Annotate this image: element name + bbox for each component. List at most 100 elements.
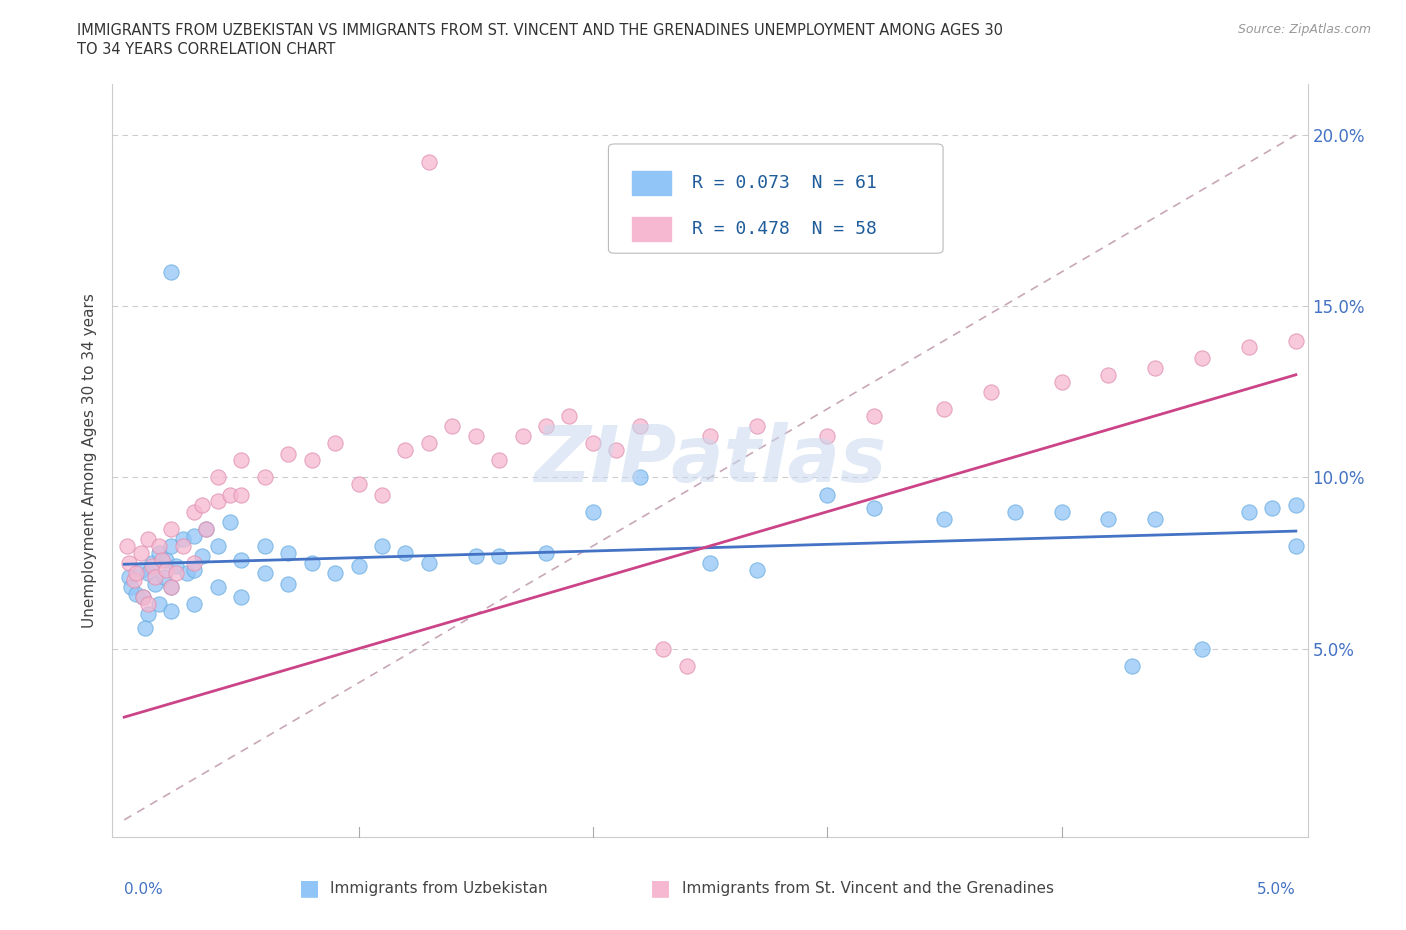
Point xyxy=(980,384,1002,399)
Point xyxy=(488,453,510,468)
Point xyxy=(231,552,253,567)
Point xyxy=(1237,504,1260,519)
Point xyxy=(347,559,370,574)
Point xyxy=(134,620,156,635)
Text: Immigrants from St. Vincent and the Grenadines: Immigrants from St. Vincent and the Gren… xyxy=(682,881,1054,896)
Point xyxy=(815,487,838,502)
Point xyxy=(218,514,240,529)
Point xyxy=(183,555,205,570)
Point xyxy=(136,597,159,612)
Point xyxy=(1191,642,1213,657)
Point xyxy=(1121,658,1143,673)
FancyBboxPatch shape xyxy=(609,144,943,253)
Point xyxy=(1050,374,1073,389)
Point xyxy=(231,453,253,468)
Point xyxy=(231,487,253,502)
Point xyxy=(190,498,212,512)
Point xyxy=(1191,351,1213,365)
Point xyxy=(150,552,173,567)
Y-axis label: Unemployment Among Ages 30 to 34 years: Unemployment Among Ages 30 to 34 years xyxy=(82,293,97,628)
Point xyxy=(129,545,152,560)
Point xyxy=(155,552,177,567)
Point xyxy=(418,555,440,570)
Text: ZIPatlas: ZIPatlas xyxy=(534,422,886,498)
Point xyxy=(441,418,464,433)
Point xyxy=(1285,333,1308,348)
Point xyxy=(120,579,142,594)
Point xyxy=(172,532,194,547)
Point xyxy=(183,597,205,612)
Point xyxy=(277,545,299,560)
Point xyxy=(132,590,155,604)
Point xyxy=(512,429,534,444)
Point xyxy=(1097,512,1119,526)
Bar xyxy=(633,171,671,195)
Point xyxy=(301,555,323,570)
Point xyxy=(1144,361,1167,376)
Point xyxy=(582,436,605,451)
Text: 5.0%: 5.0% xyxy=(1257,882,1296,897)
Point xyxy=(136,565,159,580)
Point xyxy=(371,538,394,553)
Point xyxy=(1261,501,1284,516)
Point xyxy=(1004,504,1026,519)
Point xyxy=(815,429,838,444)
Text: R = 0.478  N = 58: R = 0.478 N = 58 xyxy=(692,220,877,238)
Point xyxy=(699,429,721,444)
Point xyxy=(1285,498,1308,512)
Point xyxy=(165,559,187,574)
Point xyxy=(745,418,768,433)
Point xyxy=(207,494,229,509)
Point xyxy=(195,522,218,537)
Point xyxy=(183,528,205,543)
Point xyxy=(143,569,166,584)
Point xyxy=(371,487,394,502)
Point xyxy=(143,577,166,591)
Point xyxy=(115,538,138,553)
Text: ■: ■ xyxy=(299,878,319,898)
Point xyxy=(195,522,218,537)
Point xyxy=(148,545,170,560)
Point xyxy=(118,569,141,584)
Point xyxy=(176,565,198,580)
Point xyxy=(934,402,956,417)
Point xyxy=(1285,538,1308,553)
Point xyxy=(558,408,581,423)
Point xyxy=(464,429,486,444)
Point xyxy=(125,587,148,602)
Point xyxy=(863,408,886,423)
Point xyxy=(160,538,183,553)
Point xyxy=(277,577,299,591)
Point xyxy=(1050,504,1073,519)
Point xyxy=(125,565,148,580)
Point xyxy=(160,604,183,618)
Point xyxy=(652,642,675,657)
Text: IMMIGRANTS FROM UZBEKISTAN VS IMMIGRANTS FROM ST. VINCENT AND THE GRENADINES UNE: IMMIGRANTS FROM UZBEKISTAN VS IMMIGRANTS… xyxy=(77,23,1004,38)
Point xyxy=(699,555,721,570)
Point xyxy=(207,538,229,553)
Point xyxy=(347,477,370,492)
Point xyxy=(745,563,768,578)
Point xyxy=(277,446,299,461)
Point xyxy=(148,597,170,612)
Point xyxy=(534,418,557,433)
Point xyxy=(253,538,276,553)
Point xyxy=(1097,367,1119,382)
Point xyxy=(628,418,651,433)
Point xyxy=(394,545,416,560)
Point xyxy=(253,470,276,485)
Point xyxy=(136,532,159,547)
Point xyxy=(218,487,240,502)
Point xyxy=(160,579,183,594)
Point xyxy=(118,555,141,570)
Point xyxy=(418,436,440,451)
Point xyxy=(323,565,346,580)
Point xyxy=(253,565,276,580)
Point xyxy=(488,549,510,564)
Point xyxy=(464,549,486,564)
Text: Immigrants from Uzbekistan: Immigrants from Uzbekistan xyxy=(330,881,548,896)
Point xyxy=(582,504,605,519)
Point xyxy=(141,559,163,574)
Point xyxy=(323,436,346,451)
Point xyxy=(207,579,229,594)
